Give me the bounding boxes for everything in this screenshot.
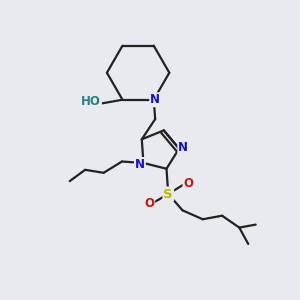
Text: N: N [178, 141, 188, 154]
Text: HO: HO [81, 95, 101, 108]
Text: O: O [184, 177, 194, 190]
Text: O: O [144, 197, 154, 210]
Text: S: S [164, 188, 173, 200]
Text: N: N [150, 93, 160, 106]
Text: N: N [135, 158, 145, 171]
